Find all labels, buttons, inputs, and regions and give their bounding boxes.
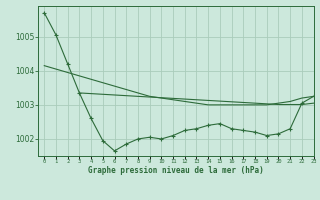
X-axis label: Graphe pression niveau de la mer (hPa): Graphe pression niveau de la mer (hPa) bbox=[88, 166, 264, 175]
